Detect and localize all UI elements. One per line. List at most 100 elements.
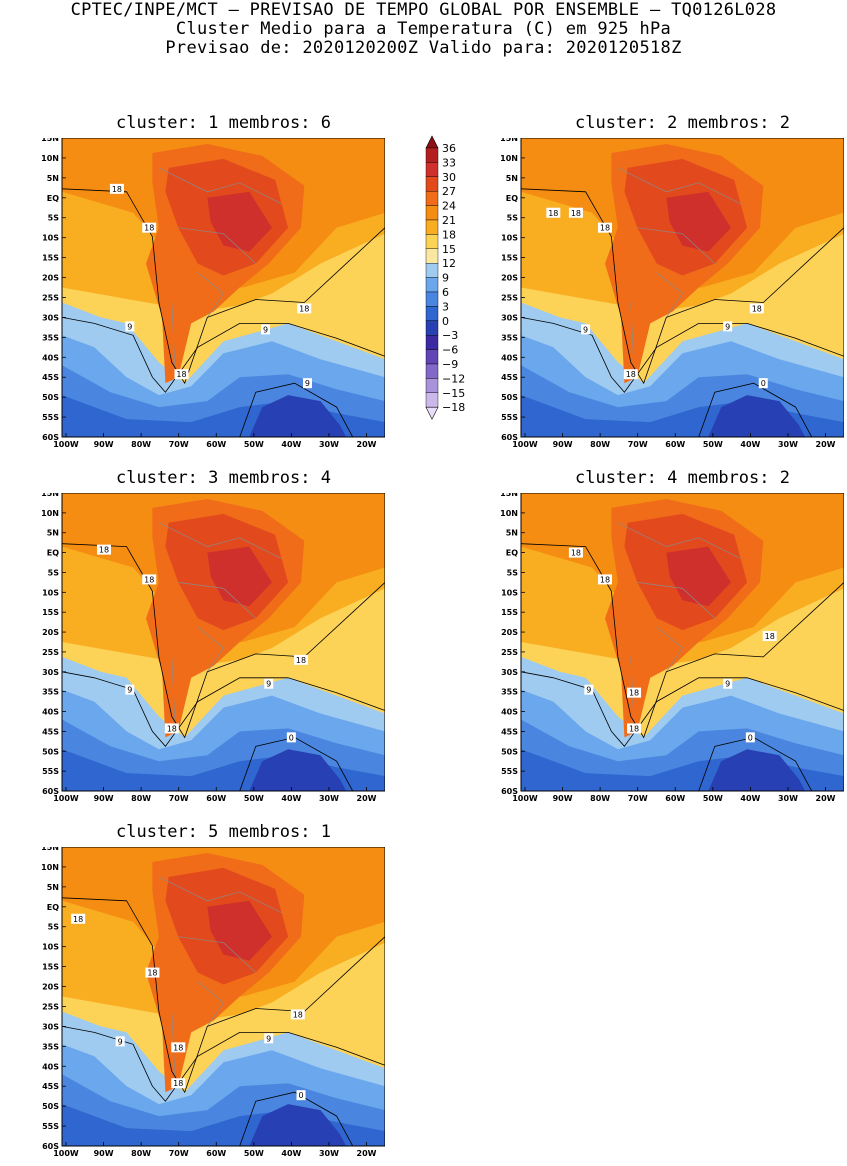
temperature-map: 18 18 18 18 9 9 0 15N 10N 5N EQ 5S 10S 15S 20S 25S 30S 35… — [41, 493, 385, 803]
contour-label: 9 — [723, 678, 733, 689]
lon-tick-label: 20W — [357, 440, 377, 449]
lat-tick-label: 5S — [48, 214, 60, 223]
lon-tick-label: 40W — [281, 794, 301, 803]
colorbar-label: 15 — [442, 243, 456, 256]
colorbar-swatch — [425, 378, 439, 393]
temperature-map: 18 18 18 18 18 9 9 0 15N 10N 5N EQ 5S 10S 15S 20S 25S 30S… — [41, 847, 385, 1158]
svg-text:9: 9 — [266, 1034, 271, 1043]
lat-tick-label: 15S — [501, 254, 518, 263]
lat-tick-label: 15S — [501, 608, 518, 617]
lat-tick-label: EQ — [506, 194, 518, 203]
lat-tick-label: 10S — [42, 588, 59, 597]
contour-label: 18 — [568, 547, 583, 558]
lon-tick-label: 70W — [628, 794, 648, 803]
svg-text:18: 18 — [173, 1043, 183, 1052]
contour-label: 18 — [142, 222, 157, 233]
temp-band-below-0 — [249, 1104, 347, 1146]
lat-tick-label: EQ — [47, 549, 59, 558]
lat-tick-label: 60S — [42, 787, 59, 796]
contour-label: 9 — [581, 324, 591, 335]
lat-tick-label: 45S — [501, 727, 518, 736]
lat-tick-label: 55S — [501, 767, 518, 776]
svg-text:9: 9 — [127, 686, 132, 695]
colorbar-swatch — [425, 262, 439, 278]
colorbar-swatch — [425, 234, 439, 250]
colorbar-top-arrow — [425, 135, 439, 149]
temperature-map: 18 18 18 18 9 9 9 15N 10N 5N EQ 5S 10S 15S 20S 25S 30S 35… — [41, 138, 385, 449]
lat-tick-label: 35S — [42, 1042, 59, 1051]
lat-tick-label: 25S — [42, 648, 59, 657]
lat-tick-label: 50S — [42, 747, 59, 756]
panel-title: cluster: 5 membros: 1 — [116, 822, 331, 842]
contour-label: 9 — [125, 684, 135, 695]
svg-text:9: 9 — [586, 686, 591, 695]
lon-tick-label: 60W — [206, 1149, 226, 1158]
lat-tick-label: 10N — [41, 154, 59, 163]
lat-tick-label: 10S — [501, 588, 518, 597]
lat-tick-label: 5S — [507, 214, 519, 223]
contour-label: 18 — [297, 303, 312, 314]
lat-tick-label: 35S — [501, 333, 518, 342]
contour-label: 0 — [286, 732, 296, 743]
colorbar-label: 30 — [442, 171, 456, 184]
svg-text:18: 18 — [629, 724, 639, 733]
contour-label: 18 — [96, 544, 111, 555]
svg-text:18: 18 — [293, 1010, 303, 1019]
contour-label: 18 — [627, 723, 642, 734]
lat-tick-label: 10N — [41, 863, 59, 872]
colorbar-label: 18 — [442, 228, 456, 241]
contour-label: 18 — [627, 687, 642, 698]
colorbar-label: 3 — [442, 300, 449, 313]
contour-label: 18 — [145, 967, 160, 978]
lon-tick-label: 20W — [816, 440, 836, 449]
lat-tick-label: 50S — [501, 747, 518, 756]
lat-tick-label: 60S — [501, 787, 518, 796]
contour-label: 18 — [290, 1009, 305, 1020]
contour-label: 9 — [264, 1033, 274, 1044]
svg-text:18: 18 — [548, 209, 558, 218]
lon-tick-label: 30W — [778, 440, 798, 449]
lat-tick-label: 40S — [501, 708, 518, 717]
colorbar-label: 0 — [442, 315, 449, 328]
lat-tick-label: 40S — [42, 708, 59, 717]
svg-text:9: 9 — [266, 680, 271, 689]
lon-tick-label: 100W — [512, 794, 538, 803]
svg-text:18: 18 — [144, 575, 154, 584]
svg-text:18: 18 — [99, 546, 109, 555]
svg-text:18: 18 — [600, 224, 610, 233]
colorbar-swatch — [425, 191, 439, 206]
svg-text:18: 18 — [167, 724, 177, 733]
lat-tick-label: 50S — [42, 393, 59, 402]
contour-label: 18 — [71, 913, 86, 924]
lon-tick-label: 20W — [357, 794, 377, 803]
colorbar-bottom-arrow — [425, 406, 439, 420]
contour-label: 9 — [125, 321, 135, 332]
lon-tick-label: 40W — [281, 1149, 301, 1158]
temp-band-below-0 — [708, 395, 806, 437]
temp-band-30-33 — [207, 900, 272, 961]
temp-band-30-33 — [207, 191, 272, 252]
lat-tick-label: 15N — [500, 493, 518, 498]
lat-tick-label: 10N — [500, 509, 518, 518]
svg-text:0: 0 — [748, 733, 753, 742]
lon-tick-label: 100W — [53, 440, 79, 449]
lat-tick-label: 25S — [42, 1002, 59, 1011]
lat-tick-label: 55S — [42, 413, 59, 422]
lat-tick-label: 5N — [47, 529, 59, 538]
lon-tick-label: 50W — [703, 440, 723, 449]
lat-tick-label: 35S — [42, 333, 59, 342]
svg-text:9: 9 — [263, 325, 268, 334]
lat-tick-label: 5N — [506, 174, 518, 183]
lon-tick-label: 100W — [53, 794, 79, 803]
lon-tick-label: 90W — [94, 794, 114, 803]
lat-tick-label: 20S — [501, 274, 518, 283]
lat-tick-label: 40S — [42, 353, 59, 362]
lon-tick-label: 80W — [131, 1149, 151, 1158]
header-line-1: CPTEC/INPE/MCT — PREVISAO DE TEMPO GLOBA… — [70, 0, 777, 20]
contour-label: 18 — [749, 303, 764, 314]
contour-label: 18 — [546, 207, 561, 218]
contour-label: 9 — [302, 378, 312, 389]
lat-tick-label: EQ — [506, 549, 518, 558]
colorbar-swatch — [425, 392, 439, 408]
contour-label: 18 — [597, 222, 612, 233]
